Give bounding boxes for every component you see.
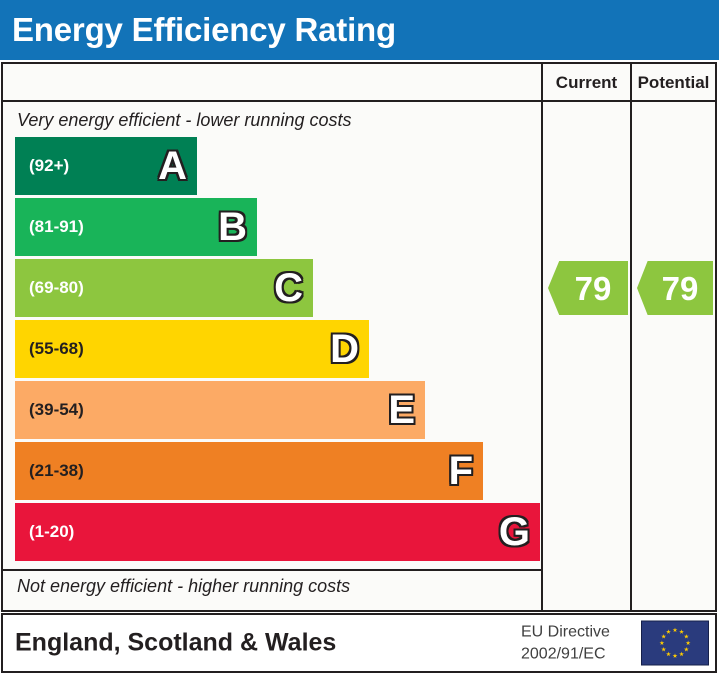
band-range-f: (21-38) [29,461,84,480]
band-bar-g: (1-20) G [15,503,540,561]
band-bar-d: (55-68) D [15,320,369,378]
eu-flag-star [672,653,678,658]
eu-flag-star [661,646,667,652]
eu-flag-star [683,634,689,639]
band-bar-a: (92+) A [15,137,197,195]
band-letter-d: D [329,327,360,371]
column-divider-current [541,64,543,610]
band-bar-b: (81-91) B [15,198,257,256]
band-bar-c: (69-80) C [15,259,313,317]
band-range-g: (1-20) [29,522,75,541]
footer-directive: EU Directive 2002/91/EC [521,621,610,664]
footer-region-label: England, Scotland & Wales [15,628,337,657]
footer-rule-bands [3,569,541,571]
column-header-current: Current [555,73,618,92]
eu-flag-star [666,629,671,634]
page-title: Energy Efficiency Rating [12,11,396,48]
eu-flag-icon [641,620,709,666]
title-banner: Energy Efficiency Rating [0,0,719,60]
band-letter-b: B [217,205,248,249]
band-range-d: (55-68) [29,339,84,358]
eu-flag-star [659,640,665,646]
footer-directive-line1: EU Directive [521,623,610,641]
footer-directive-line2: 2002/91/EC [521,645,606,662]
band-letter-c: C [273,266,304,310]
band-bar-e: (39-54) E [15,381,425,439]
header-rule-bands [3,100,541,102]
band-range-e: (39-54) [29,400,84,419]
band-range-c: (69-80) [29,278,84,297]
band-letter-g: G [498,510,531,554]
eu-flag-star [685,640,691,646]
rating-arrow-potential-value: 79 [661,269,699,307]
band-letter-a: A [157,144,188,188]
rating-arrow-potential: 79 [637,261,713,315]
footer-bar: England, Scotland & Wales EU Directive 2… [1,613,717,673]
band-letter-f: F [448,449,474,493]
column-header-potential: Potential [637,73,710,92]
eu-flag-star [666,651,671,657]
band-range-a: (92+) [29,156,70,175]
eu-flag-star [679,651,684,657]
eu-flag-star [683,646,689,652]
column-divider-potential [630,64,632,610]
eu-flag-star [679,629,684,634]
caption-inefficient: Not energy efficient - higher running co… [17,576,351,596]
caption-efficient: Very energy efficient - lower running co… [17,110,352,130]
band-letter-e: E [387,388,416,432]
rating-arrow-current: 79 [548,261,628,315]
eu-flag-star [672,627,678,633]
eu-flag-star [661,634,667,639]
header-rule-potential [632,100,715,102]
band-bar-f: (21-38) F [15,442,483,500]
rating-arrow-current-value: 79 [574,269,612,307]
band-range-b: (81-91) [29,217,84,236]
rating-table: Current Potential Very energy efficient … [1,62,717,612]
header-rule-current [543,100,630,102]
